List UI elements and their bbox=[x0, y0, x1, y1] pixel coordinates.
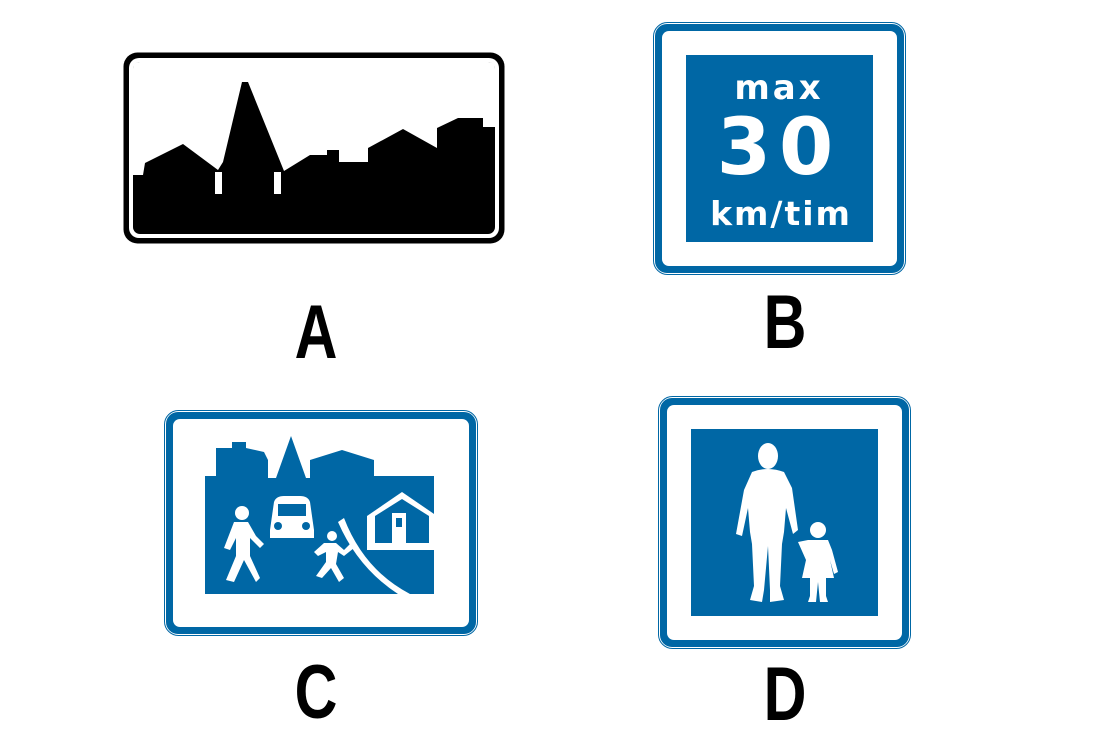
sign-b-unit-text: km/tim bbox=[710, 194, 852, 233]
sign-b-speed-number: 30 bbox=[717, 103, 842, 193]
sign-a bbox=[123, 52, 505, 244]
sign-b-face bbox=[686, 55, 873, 242]
sign-b: max 30 km/tim bbox=[653, 22, 906, 275]
sign-d bbox=[658, 396, 911, 649]
sign-c-label: C bbox=[294, 650, 338, 735]
pedestrian-street-icon bbox=[736, 443, 838, 602]
sign-b-label: B bbox=[763, 280, 807, 365]
built-up-area-icon bbox=[133, 62, 495, 194]
sign-a-label: A bbox=[294, 290, 338, 375]
sign-c bbox=[164, 410, 478, 636]
living-street-icon bbox=[205, 436, 437, 594]
sign-b-max-text: max bbox=[734, 68, 823, 108]
sign-d-label: D bbox=[763, 652, 807, 737]
